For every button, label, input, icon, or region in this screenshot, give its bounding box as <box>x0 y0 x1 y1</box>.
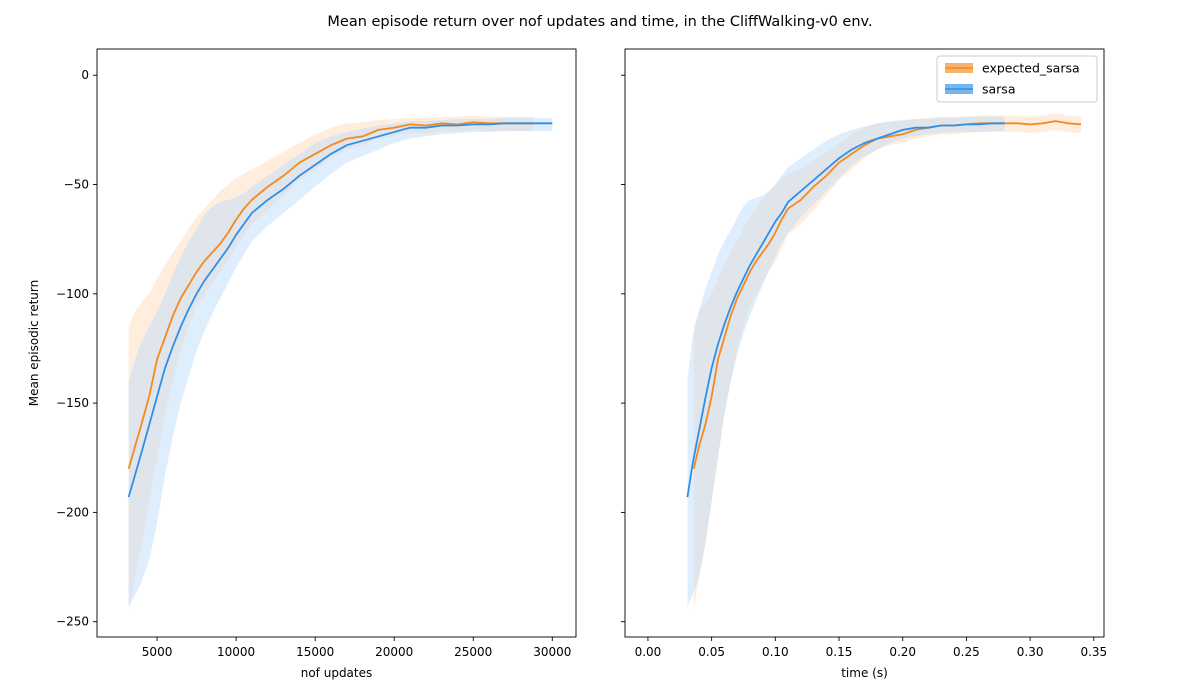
x-tick-label: 0.05 <box>698 645 725 659</box>
sarsa-confidence-band <box>687 116 1005 607</box>
x-tick-label: 30000 <box>533 645 571 659</box>
y-tick-label: 0 <box>81 68 89 82</box>
y-tick-label: −100 <box>56 287 89 301</box>
x-tick-label: 5000 <box>142 645 173 659</box>
x-tick-label: 0.15 <box>826 645 853 659</box>
sarsa-legend-label: sarsa <box>982 82 1015 97</box>
x-axis-label: time (s) <box>841 666 888 680</box>
sarsa-line <box>686 122 1005 498</box>
y-tick-label: −50 <box>64 178 89 192</box>
x-tick-label: 20000 <box>375 645 413 659</box>
expected_sarsa-confidence-band <box>128 115 534 611</box>
x-tick-label: 15000 <box>296 645 334 659</box>
x-tick-label: 0.10 <box>762 645 789 659</box>
sarsa-line <box>127 122 553 498</box>
plot-frame <box>624 48 1105 638</box>
y-tick-label: −150 <box>56 396 89 410</box>
sarsa-confidence-band <box>128 117 553 607</box>
left-plot-panel: 5000 10000 15000 20000 25000 30000 0 −50 −100 −15… <box>27 48 577 680</box>
x-tick-label: 0.30 <box>1017 645 1044 659</box>
x-tick-label: 10000 <box>217 645 255 659</box>
y-tick-label: −200 <box>56 505 89 519</box>
y-axis-label: Mean episodic return <box>27 280 41 407</box>
x-tick-label: 0.35 <box>1080 645 1107 659</box>
x-axis-label: nof updates <box>301 666 373 680</box>
x-tick-label: 0.00 <box>635 645 662 659</box>
figure-suptitle: Mean episode return over nof updates and… <box>327 14 872 30</box>
y-tick-label: −250 <box>56 615 89 629</box>
x-tick-label: 0.25 <box>953 645 980 659</box>
plot-frame <box>96 48 577 638</box>
x-tick-label: 0.20 <box>889 645 916 659</box>
expected_sarsa-confidence-band <box>693 113 1082 611</box>
expected_sarsa-legend-label: expected_sarsa <box>982 61 1080 76</box>
x-tick-label: 25000 <box>454 645 492 659</box>
expected_sarsa-line <box>127 121 534 469</box>
right-plot-panel: 0.00 0.05 0.10 0.15 0.20 0.25 0.30 0.35 time (s)… <box>621 48 1107 680</box>
legend-box <box>936 55 1098 103</box>
